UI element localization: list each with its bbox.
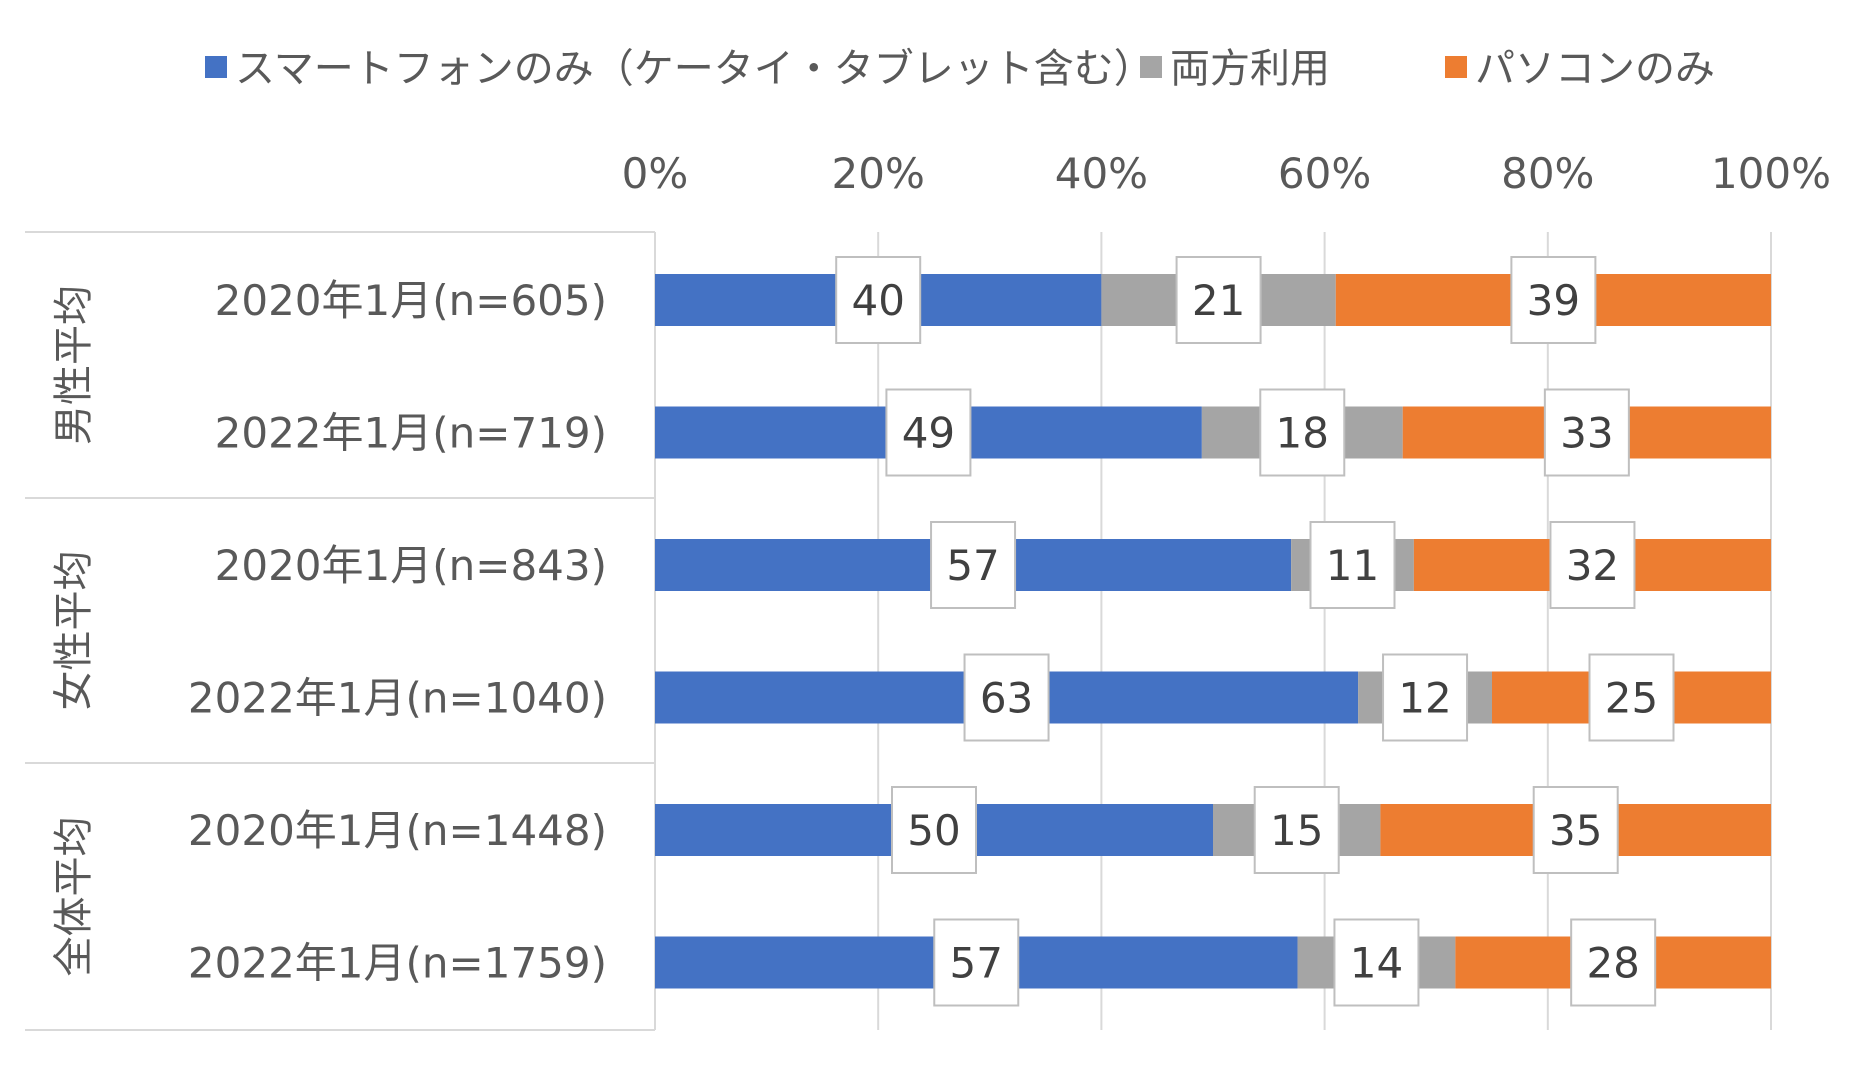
data-label-box-4-0 bbox=[891, 786, 977, 874]
x-tick-label-2: 40% bbox=[1055, 149, 1148, 198]
data-label-0-0: 40 bbox=[851, 276, 904, 325]
data-label-3-2: 25 bbox=[1605, 674, 1658, 723]
category-axis: 男性平均 2020年1月(n=605) 2022年1月(n=719) 女性平均 2020… bbox=[25, 231, 656, 1031]
legend-swatch-2 bbox=[1445, 56, 1467, 78]
group-label-2: 全体平均 bbox=[51, 817, 97, 977]
data-label-2-1: 11 bbox=[1326, 541, 1379, 590]
data-label-0-1: 21 bbox=[1192, 276, 1245, 325]
data-label-box-3-2 bbox=[1588, 653, 1675, 742]
data-label-box-1-1 bbox=[1259, 388, 1346, 477]
data-label-5-1: 14 bbox=[1350, 939, 1403, 988]
legend-swatch-0 bbox=[205, 56, 227, 78]
x-tick-label-3: 60% bbox=[1278, 149, 1371, 198]
legend: スマートフォンのみ（ケータイ・タブレット含む） 両方利用 パソコンのみ bbox=[205, 46, 1715, 92]
x-tick-label-0: 0% bbox=[622, 149, 689, 198]
data-label-4-2: 35 bbox=[1549, 806, 1602, 855]
x-tick-label-5: 100% bbox=[1711, 149, 1831, 198]
category-label-3: 2022年1月(n=1040) bbox=[188, 674, 607, 723]
bars bbox=[655, 274, 1771, 989]
category-label-5: 2022年1月(n=1759) bbox=[188, 939, 607, 988]
data-label-0-2: 39 bbox=[1527, 276, 1580, 325]
category-label-0: 2020年1月(n=605) bbox=[215, 276, 607, 325]
category-label-2: 2020年1月(n=843) bbox=[215, 541, 607, 590]
data-label-2-2: 32 bbox=[1566, 541, 1619, 590]
category-label-4: 2020年1月(n=1448) bbox=[188, 806, 607, 855]
data-label-1-1: 18 bbox=[1276, 409, 1329, 458]
category-label-1: 2022年1月(n=719) bbox=[215, 409, 607, 458]
data-label-1-2: 33 bbox=[1560, 409, 1613, 458]
data-label-box-2-0 bbox=[930, 521, 1017, 609]
data-label-box-1-2 bbox=[1543, 388, 1630, 477]
legend-label-2: パソコンのみ bbox=[1475, 46, 1715, 92]
data-label-5-2: 28 bbox=[1586, 939, 1639, 988]
data-label-box-2-1 bbox=[1309, 521, 1396, 609]
data-label-3-1: 12 bbox=[1398, 674, 1451, 723]
data-label-box-0-2 bbox=[1510, 256, 1597, 344]
data-label-box-4-1 bbox=[1253, 786, 1340, 874]
data-label-2-0: 57 bbox=[946, 541, 999, 590]
legend-label-1: 両方利用 bbox=[1170, 46, 1330, 92]
group-label-1: 女性平均 bbox=[51, 551, 97, 711]
data-label-box-5-1 bbox=[1333, 918, 1420, 1007]
data-label-box-4-2 bbox=[1532, 786, 1619, 874]
data-label-4-0: 50 bbox=[907, 806, 960, 855]
x-tick-label-1: 20% bbox=[832, 149, 925, 198]
data-label-box-5-2 bbox=[1570, 918, 1657, 1007]
gridlines bbox=[654, 232, 1772, 1030]
data-labels: 40 21 39 49 18 33 57 11 32 63 12 25 50 15 35 57 14 28 bbox=[835, 256, 1675, 1007]
data-label-box-0-1 bbox=[1175, 256, 1262, 344]
data-label-box-3-0 bbox=[963, 653, 1050, 742]
data-label-box-2-2 bbox=[1549, 521, 1636, 609]
data-label-1-0: 49 bbox=[902, 409, 955, 458]
group-label-0: 男性平均 bbox=[51, 285, 97, 445]
legend-label-0: スマートフォンのみ（ケータイ・タブレット含む） bbox=[235, 46, 1154, 92]
data-label-3-0: 63 bbox=[980, 674, 1033, 723]
x-tick-label-4: 80% bbox=[1501, 149, 1594, 198]
data-label-box-5-0 bbox=[933, 918, 1020, 1007]
data-label-4-1: 15 bbox=[1270, 806, 1323, 855]
data-label-box-3-1 bbox=[1382, 653, 1469, 742]
data-label-5-0: 57 bbox=[950, 939, 1003, 988]
legend-swatch-1 bbox=[1140, 56, 1162, 78]
data-label-box-1-0 bbox=[885, 388, 972, 477]
x-axis-ticks: 0% 20% 40% 60% 80% 100% bbox=[622, 149, 1831, 198]
data-label-box-0-0 bbox=[835, 256, 922, 344]
